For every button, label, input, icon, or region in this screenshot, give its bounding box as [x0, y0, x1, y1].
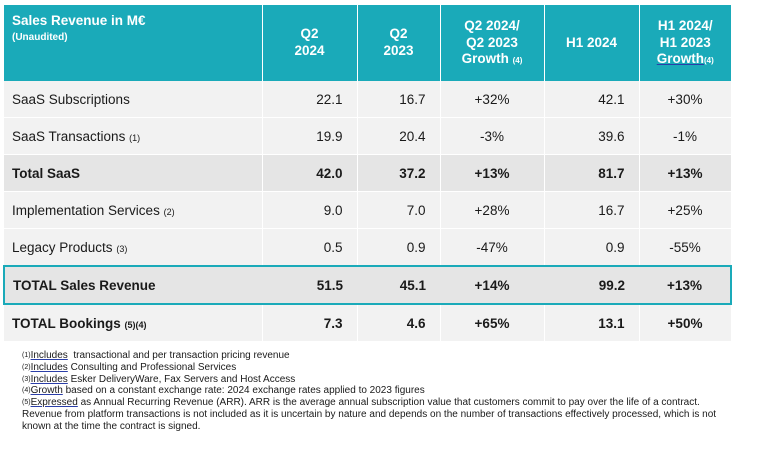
cell-h1-2024: 16.7 [544, 191, 640, 229]
cell-h1-2024: 99.2 [544, 265, 639, 305]
row-footnote-ref: (2) [163, 206, 175, 217]
cell-q2-2024: 22.1 [262, 81, 358, 118]
row-label: Legacy Products [12, 239, 113, 255]
cell-h1-2024: 13.1 [544, 304, 640, 341]
cell-q2-2023: 37.2 [357, 154, 441, 192]
row-label: TOTAL Sales Revenue [13, 277, 156, 293]
table-title: Sales Revenue in M€ [12, 13, 146, 28]
cell-q2-growth: -3% [440, 117, 545, 155]
col-header-h1-2024: H1 2024 [544, 5, 640, 81]
footnote-1: (1)Includes transactional and per transa… [22, 350, 290, 361]
cell-q2-growth: +32% [440, 81, 545, 118]
footnote-2: (2)Includes Consulting and Professional … [22, 361, 237, 373]
cell-h1-growth: +50% [639, 304, 732, 341]
row-label: TOTAL Bookings [12, 315, 121, 331]
cell-q2-2023: 16.7 [357, 81, 441, 118]
cell-h1-2024: 0.9 [544, 228, 640, 267]
cell-q2-growth: +13% [440, 154, 545, 192]
col-header-q2-2023: Q2 2023 [357, 5, 441, 81]
row-footnote-ref: (1) [129, 132, 141, 143]
cell-q2-growth: +28% [440, 191, 545, 229]
cell-q2-2023: 0.9 [357, 228, 441, 267]
col-header-q2-growth: Q2 2024/ Q2 2023 Growth (4) [440, 5, 545, 81]
footnote-3: (3)Includes Esker DeliveryWare, Fax Serv… [22, 373, 296, 385]
table-title-cell: Sales Revenue in M€ (Unaudited) [4, 5, 263, 81]
row-label: SaaS Subscriptions [12, 91, 130, 107]
cell-h1-growth: -1% [639, 117, 732, 155]
cell-h1-growth: +25% [639, 191, 732, 229]
row-label: Total SaaS [12, 165, 81, 181]
cell-q2-2023: 4.6 [357, 304, 441, 341]
cell-q2-2024: 9.0 [262, 191, 358, 229]
cell-q2-2024: 0.5 [262, 228, 358, 267]
row-footnote-ref: (5)(4) [124, 319, 147, 330]
cell-q2-2024: 19.9 [262, 117, 358, 155]
cell-h1-growth: -55% [639, 228, 732, 267]
cell-q2-growth: +14% [440, 265, 544, 305]
table-header-row: Sales Revenue in M€ (Unaudited) Q2 2024 … [4, 5, 731, 81]
cell-q2-2023: 20.4 [357, 117, 441, 155]
cell-q2-growth: +65% [440, 304, 545, 341]
cell-q2-2023: 7.0 [357, 191, 441, 229]
row-label: SaaS Transactions [12, 128, 126, 144]
cell-h1-2024: 81.7 [544, 154, 640, 192]
footnote-4: (4)Growth based on a constant exchange r… [22, 385, 425, 397]
col-header-h1-growth: H1 2024/ H1 2023 Growth(4) [639, 5, 731, 81]
table-row: Total SaaS 42.0 37.2 +13% 81.7 +13% [4, 154, 732, 192]
cell-h1-growth: +13% [639, 265, 732, 305]
table-row: TOTAL Bookings (5)(4) 7.3 4.6 +65% 13.1 … [4, 304, 732, 341]
cell-q2-growth: -47% [440, 228, 545, 267]
footnotes: (1)Includes transactional and per transa… [22, 350, 742, 433]
cell-h1-growth: +30% [639, 81, 732, 118]
footnote-5: (5)Expressed as Annual Recurring Revenue… [22, 397, 717, 432]
cell-h1-growth: +13% [639, 154, 732, 192]
cell-h1-2024: 39.6 [544, 117, 640, 155]
table-row: SaaS Transactions (1) 19.9 20.4 -3% 39.6… [4, 117, 732, 155]
table-row: Implementation Services (2) 9.0 7.0 +28%… [4, 191, 732, 229]
row-label: Implementation Services [12, 202, 160, 218]
col-header-q2-2024: Q2 2024 [262, 5, 358, 81]
sales-revenue-table: Sales Revenue in M€ (Unaudited) Q2 2024 … [3, 5, 732, 341]
row-footnote-ref: (3) [116, 243, 128, 254]
table-row: Legacy Products (3) 0.5 0.9 -47% 0.9 -55… [4, 228, 732, 267]
cell-q2-2023: 45.1 [357, 265, 440, 305]
cell-q2-2024: 51.5 [262, 265, 357, 305]
cell-q2-2024: 42.0 [262, 154, 358, 192]
table-row: TOTAL Sales Revenue 51.5 45.1 +14% 99.2 … [3, 265, 732, 305]
cell-h1-2024: 42.1 [544, 81, 640, 118]
table-row: SaaS Subscriptions 22.1 16.7 +32% 42.1 +… [4, 81, 732, 118]
table-subtitle: (Unaudited) [12, 31, 68, 43]
cell-q2-2024: 7.3 [262, 304, 358, 341]
